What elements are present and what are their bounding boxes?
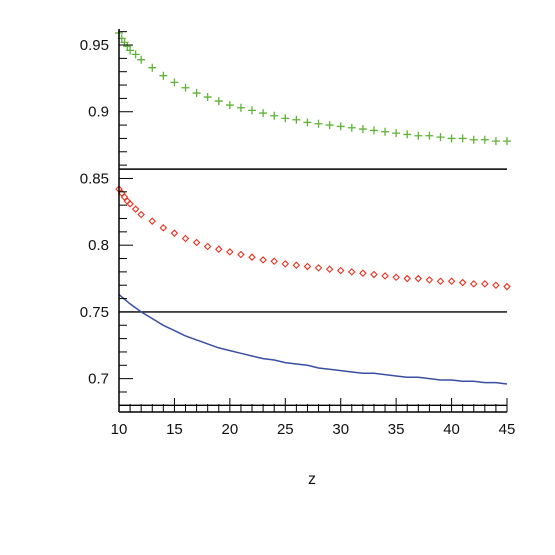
data-point [414, 131, 423, 140]
data-point [458, 278, 467, 287]
data-point [137, 55, 146, 64]
data-point [159, 71, 168, 80]
series-0 [115, 29, 511, 146]
data-point [226, 248, 234, 256]
x-axis-ticks: 10 15 20 25 30 35 40 45 [111, 398, 516, 438]
data-point [492, 281, 500, 290]
data-point [281, 260, 290, 268]
data-point [237, 250, 245, 259]
data-point [392, 129, 401, 138]
data-point [336, 266, 345, 275]
data-point [381, 272, 389, 280]
data-point [270, 111, 279, 120]
x-tick-label: 40 [443, 421, 460, 438]
data-point [425, 276, 434, 284]
data-point [126, 46, 135, 55]
data-point [303, 118, 312, 127]
x-tick-label: 25 [277, 421, 294, 438]
data-point [137, 210, 145, 219]
data-point [425, 131, 434, 140]
data-point [469, 135, 478, 144]
data-point [503, 137, 511, 146]
data-point [126, 200, 134, 208]
data-point [414, 274, 423, 283]
data-point [131, 205, 140, 213]
data-point [403, 274, 412, 283]
data-point [481, 280, 489, 288]
data-point [447, 134, 456, 143]
data-point [181, 234, 190, 243]
data-point [303, 262, 312, 271]
data-point [381, 127, 390, 136]
data-point [170, 229, 179, 237]
data-point [358, 125, 367, 134]
x-tick-label: 35 [388, 421, 405, 438]
data-point [491, 137, 500, 146]
data-point [458, 134, 467, 143]
y-tick-label: 0.75 [80, 304, 109, 321]
data-point [436, 133, 445, 142]
data-point [203, 242, 212, 251]
data-point [131, 50, 140, 59]
series-1 [115, 185, 511, 291]
data-point [181, 83, 190, 92]
x-tick-label: 20 [222, 421, 239, 438]
data-point [359, 269, 367, 277]
data-point [123, 42, 132, 51]
y-tick-label: 0.8 [88, 237, 109, 254]
data-point [369, 126, 378, 135]
data-point [336, 122, 345, 131]
x-axis-title: z [308, 471, 316, 488]
axes [118, 29, 507, 413]
data-point [225, 101, 234, 110]
data-point [259, 256, 267, 264]
x-tick-label: 45 [499, 421, 516, 438]
data-point [325, 265, 334, 273]
data-point [436, 277, 445, 285]
y-axis-ticks: 0.7 0.75 0.8 0.85 0.9 0.95 [80, 31, 133, 406]
data-point [314, 119, 323, 128]
x-tick-label: 15 [166, 421, 183, 438]
data-point [370, 270, 378, 279]
plot-series [115, 29, 511, 385]
data-point [148, 63, 157, 72]
data-point [348, 268, 356, 276]
data-point [292, 261, 301, 269]
series-line [118, 294, 508, 385]
data-point [325, 121, 334, 130]
data-point [214, 245, 223, 253]
data-point [192, 238, 201, 247]
x-tick-label: 10 [111, 421, 128, 438]
y-tick-label: 0.95 [80, 37, 109, 54]
data-point [503, 282, 511, 291]
data-point [469, 280, 478, 288]
data-point [281, 114, 290, 123]
data-point [203, 93, 212, 102]
data-point [292, 115, 301, 124]
data-point [270, 257, 278, 265]
y-tick-label: 0.9 [88, 104, 109, 121]
x-tick-label: 30 [332, 421, 349, 438]
data-point [159, 224, 168, 232]
data-point [314, 264, 323, 272]
data-point [236, 103, 245, 112]
data-point [347, 123, 356, 132]
series-2 [118, 294, 508, 385]
data-point [248, 106, 257, 115]
data-point [170, 78, 179, 87]
data-point [259, 109, 268, 118]
data-point [403, 130, 412, 139]
y-tick-label: 0.7 [88, 371, 109, 388]
data-point [192, 89, 201, 98]
data-point [248, 253, 256, 261]
data-point [480, 135, 489, 144]
data-point [392, 273, 400, 281]
y-tick-label: 0.85 [80, 170, 109, 187]
data-point [214, 97, 223, 106]
reference-lines [119, 168, 507, 407]
data-point [148, 217, 157, 225]
data-point [447, 277, 456, 285]
